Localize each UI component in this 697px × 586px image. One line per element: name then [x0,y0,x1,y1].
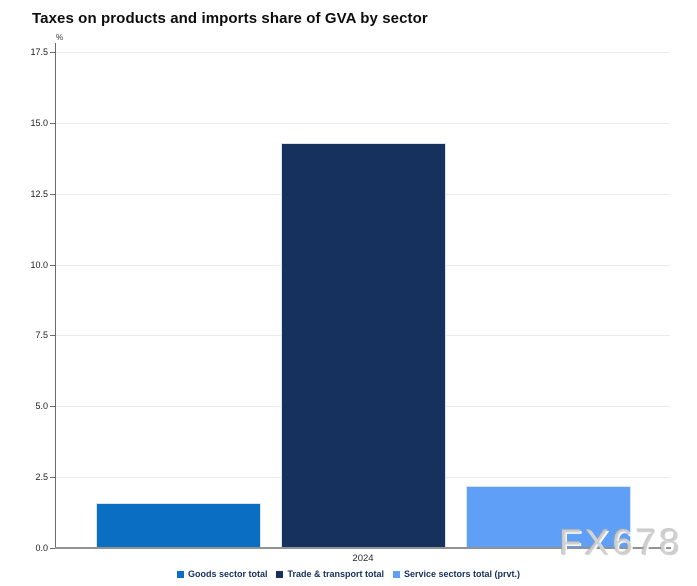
y-tick-label-5.0: 5.0 [35,401,48,412]
y-tick-mark-10.0 [50,264,55,266]
legend-item-0: Goods sector total [176,569,268,579]
gridline-17.5 [56,52,670,53]
legend-label: Goods sector total [187,569,268,579]
y-axis-line [55,43,56,548]
bar-service-sectors-total-prvt [465,486,631,548]
x-axis-line [55,547,671,549]
gridline-15.0 [56,122,670,124]
chart-title: Taxes on products and imports share of G… [32,10,428,27]
bar-goods-sector-total [95,503,261,548]
y-tick-label-10.0: 10.0 [30,259,48,270]
y-tick-mark-5.0 [50,406,55,408]
chart-legend: Goods sector total Trade & transport tota… [0,569,697,579]
y-tick-label-0.0: 0.0 [35,543,48,553]
y-tick-mark-0.0 [50,548,55,549]
y-tick-label-15.0: 15.0 [30,117,48,128]
y-tick-mark-15.0 [50,122,55,124]
legend-item-2: Service sectors total (prvt.) [392,569,521,579]
y-tick-label-7.5: 7.5 [35,330,48,341]
y-tick-label-2.5: 2.5 [35,472,48,483]
y-tick-label-12.5: 12.5 [30,188,48,199]
watermark: FX678 [559,522,684,563]
legend-swatch-icon [276,570,284,578]
y-tick-mark-2.5 [50,477,55,479]
y-axis-unit-label: % [56,33,64,42]
y-tick-mark-7.5 [50,335,55,337]
x-axis-category-label: 2024 [352,553,374,564]
y-tick-mark-17.5 [50,52,55,53]
bar-trade-transport-total [280,143,446,548]
legend-swatch-icon [392,570,400,578]
y-tick-label-17.5: 17.5 [30,47,48,57]
y-tick-mark-12.5 [50,193,55,195]
legend-label: Trade & transport total [287,569,384,579]
legend-item-1: Trade & transport total [276,569,384,579]
legend-label: Service sectors total (prvt.) [403,569,521,579]
legend-swatch-icon [176,570,184,578]
